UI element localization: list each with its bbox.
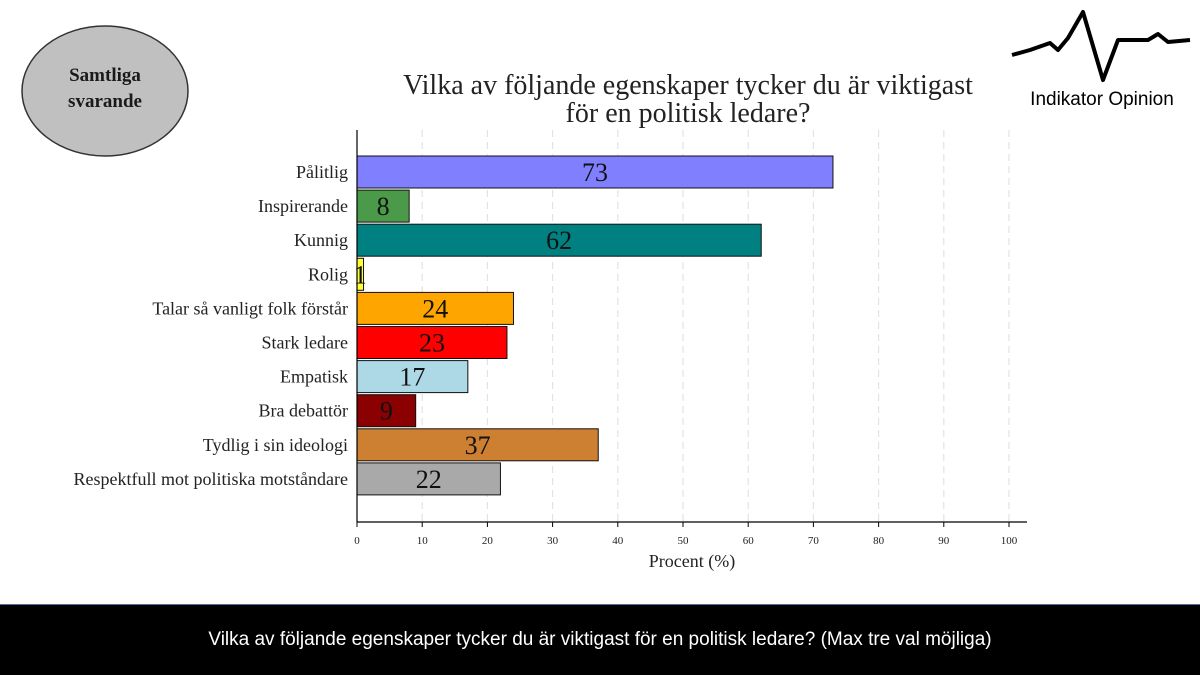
bars (356, 155, 834, 496)
bar (356, 155, 834, 189)
category-label: Pålitlig (296, 162, 348, 182)
x-tick-label: 70 (808, 535, 820, 547)
bar-value-label: 9 (380, 397, 393, 426)
bar (356, 428, 599, 462)
x-tick-label: 90 (938, 535, 950, 547)
x-axis-ticks: 0 10 20 30 40 50 60 70 80 90 100 (354, 522, 1018, 547)
bar-value-label: 23 (419, 329, 445, 358)
grid-lines (421, 130, 1010, 522)
indikator-logo: Indikator Opinion (1011, 10, 1191, 110)
badge-ellipse (21, 25, 189, 157)
x-tick-label: 80 (873, 535, 885, 547)
bar (356, 189, 410, 223)
x-tick-label: 10 (417, 535, 429, 547)
bar (356, 291, 514, 325)
bar-value-label: 1 (354, 260, 367, 289)
footer-caption: Vilka av följande egenskaper tycker du ä… (208, 629, 992, 650)
pulse-line-icon (1011, 10, 1191, 82)
category-label: Stark ledare (262, 333, 348, 353)
bar (356, 360, 469, 394)
category-label: Respektfull mot politiska motståndare (74, 469, 348, 489)
bar-value-label: 22 (416, 465, 442, 494)
x-tick-label: 20 (482, 535, 494, 547)
badge-line-1: Samtliga (69, 65, 141, 86)
chart-title-line-1: Vilka av följande egenskaper tycker du ä… (403, 70, 973, 101)
footer-caption-bar: Vilka av följande egenskaper tycker du ä… (0, 604, 1200, 675)
bar-value-label: 8 (377, 192, 390, 221)
bar (356, 462, 501, 496)
category-label: Talar så vanligt folk förstår (152, 298, 348, 318)
x-tick-label: 100 (1001, 535, 1018, 547)
bar-value-label: 73 (582, 158, 608, 187)
badge-line-2: svarande (68, 91, 142, 112)
x-tick-label: 40 (612, 535, 624, 547)
bar-value-label: 24 (422, 294, 448, 323)
value-labels: 73 8 62 1 24 23 179 37 22 (354, 158, 608, 494)
category-label: Kunnig (294, 230, 348, 250)
bar-value-label: 37 (465, 431, 491, 460)
category-label: Inspirerande (258, 196, 348, 216)
bar-value-label: 17 (399, 363, 425, 392)
bar-value-label: 62 (546, 226, 572, 255)
chart-title-line-2: för en politisk ledare? (566, 98, 811, 129)
x-tick-label: 60 (743, 535, 755, 547)
category-labels: Pålitlig Inspirerande Kunnig Rolig Talar så … (74, 162, 348, 489)
x-tick-label: 50 (678, 535, 690, 547)
logo-text: Indikator Opinion (1030, 89, 1174, 110)
x-axis-title: Procent (%) (649, 551, 735, 572)
category-label: Tydlig i sin ideologi (203, 435, 348, 455)
x-tick-label: 0 (354, 535, 360, 547)
x-tick-label: 30 (547, 535, 559, 547)
category-label: Empatisk (280, 367, 348, 387)
category-label: Bra debattör (259, 401, 348, 421)
respondents-badge: Samtliga svarande (21, 25, 189, 157)
bar (356, 326, 508, 359)
bar (356, 394, 417, 428)
category-label: Rolig (308, 264, 348, 284)
